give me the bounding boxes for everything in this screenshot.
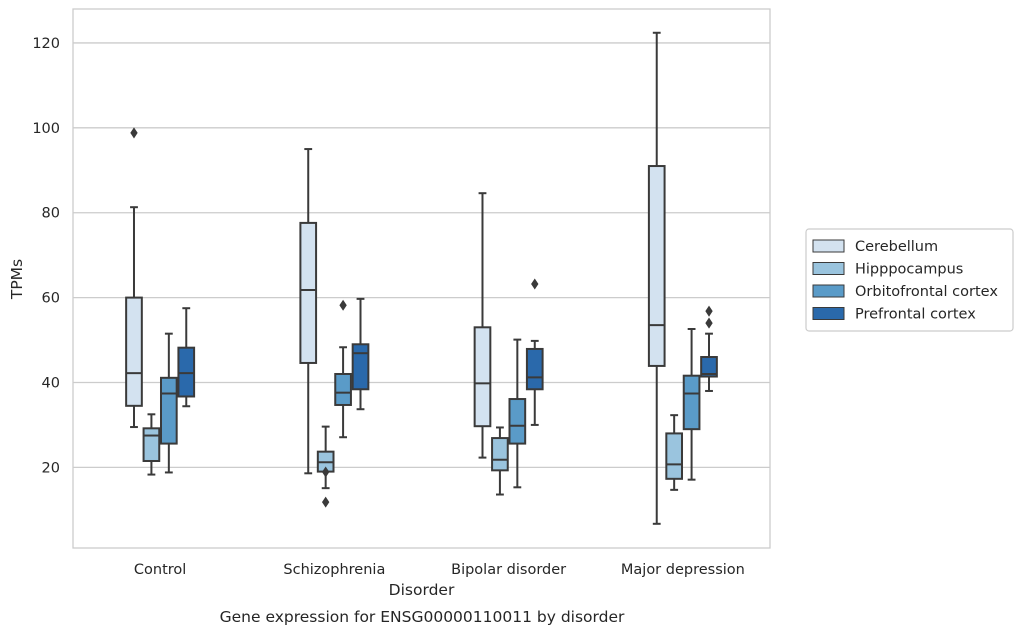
x-tick-label: Control <box>134 562 186 578</box>
y-axis-label: TPMs <box>8 259 26 300</box>
legend: Cerebellum Hipppocampus Orbitofrontal cort… <box>805 228 1014 332</box>
box-body <box>700 356 718 378</box>
box-body <box>334 372 352 406</box>
box-1-0 <box>142 413 161 476</box>
box-3-0 <box>177 307 196 408</box>
box-body <box>142 427 161 462</box>
box-2-0 <box>159 332 178 474</box>
x-tick-labels: Control Schizophrenia Bipolar disorder Majo… <box>134 562 745 578</box>
plot-frame <box>72 8 771 549</box>
y-tick-label: 60 <box>42 291 60 307</box>
box-body <box>647 165 666 367</box>
y-tick-label: 20 <box>42 460 60 476</box>
box-body <box>351 343 370 391</box>
x-tick-label: Major depression <box>621 562 745 578</box>
box-body <box>177 346 196 398</box>
legend-swatch <box>812 284 845 298</box>
y-tick-labels: 20 40 60 80 100 120 <box>32 36 60 476</box>
y-tick-label: 100 <box>32 121 60 137</box>
box-body <box>159 376 178 445</box>
box-2-3 <box>682 328 701 481</box>
outlier-point <box>531 278 539 290</box>
box-3-3 <box>700 305 718 392</box>
legend-swatch <box>812 239 845 253</box>
box-0-3 <box>647 31 666 525</box>
boxes <box>125 31 718 525</box>
box-body <box>525 347 544 391</box>
box-2-2 <box>508 338 527 489</box>
outlier-point <box>321 496 330 508</box>
x-tick-label: Schizophrenia <box>283 562 385 578</box>
box-0-0 <box>125 127 143 429</box>
legend-label: Cerebellum <box>855 239 938 255</box>
legend-swatch <box>812 262 845 275</box>
legend-label: Orbitofrontal cortex <box>855 284 998 300</box>
box-0-2 <box>473 192 492 459</box>
box-body <box>508 398 527 445</box>
y-tick-label: 80 <box>42 206 60 222</box>
outlier-point <box>339 299 347 311</box>
outlier-point <box>321 466 330 478</box>
box-3-1 <box>351 297 370 411</box>
y-tick-label: 120 <box>32 36 60 52</box>
legend-frame <box>805 228 1014 332</box>
chart-caption: Gene expression for ENSG00000110011 by d… <box>220 608 625 626</box>
box-1-2 <box>491 426 509 496</box>
box-0-1 <box>299 148 318 475</box>
box-1-1 <box>316 425 335 508</box>
box-1-3 <box>665 414 684 491</box>
outlier-point <box>705 305 713 317</box>
box-body <box>299 221 318 364</box>
outlier-point <box>705 317 713 329</box>
x-tick-label: Bipolar disorder <box>451 562 566 578</box>
box-3-2 <box>525 278 544 426</box>
box-2-1 <box>334 299 352 439</box>
legend-label: Prefrontal cortex <box>855 307 976 323</box>
outlier-point <box>130 127 138 139</box>
box-body <box>125 296 143 407</box>
legend-swatch <box>812 307 845 320</box>
box-body <box>665 432 684 480</box>
y-tick-label: 40 <box>42 375 60 391</box>
legend-label: Hipppocampus <box>855 262 963 278</box>
box-body <box>491 437 509 472</box>
x-axis-label: Disorder <box>389 581 455 599</box>
box-body <box>682 374 701 431</box>
box-body <box>473 326 492 428</box>
